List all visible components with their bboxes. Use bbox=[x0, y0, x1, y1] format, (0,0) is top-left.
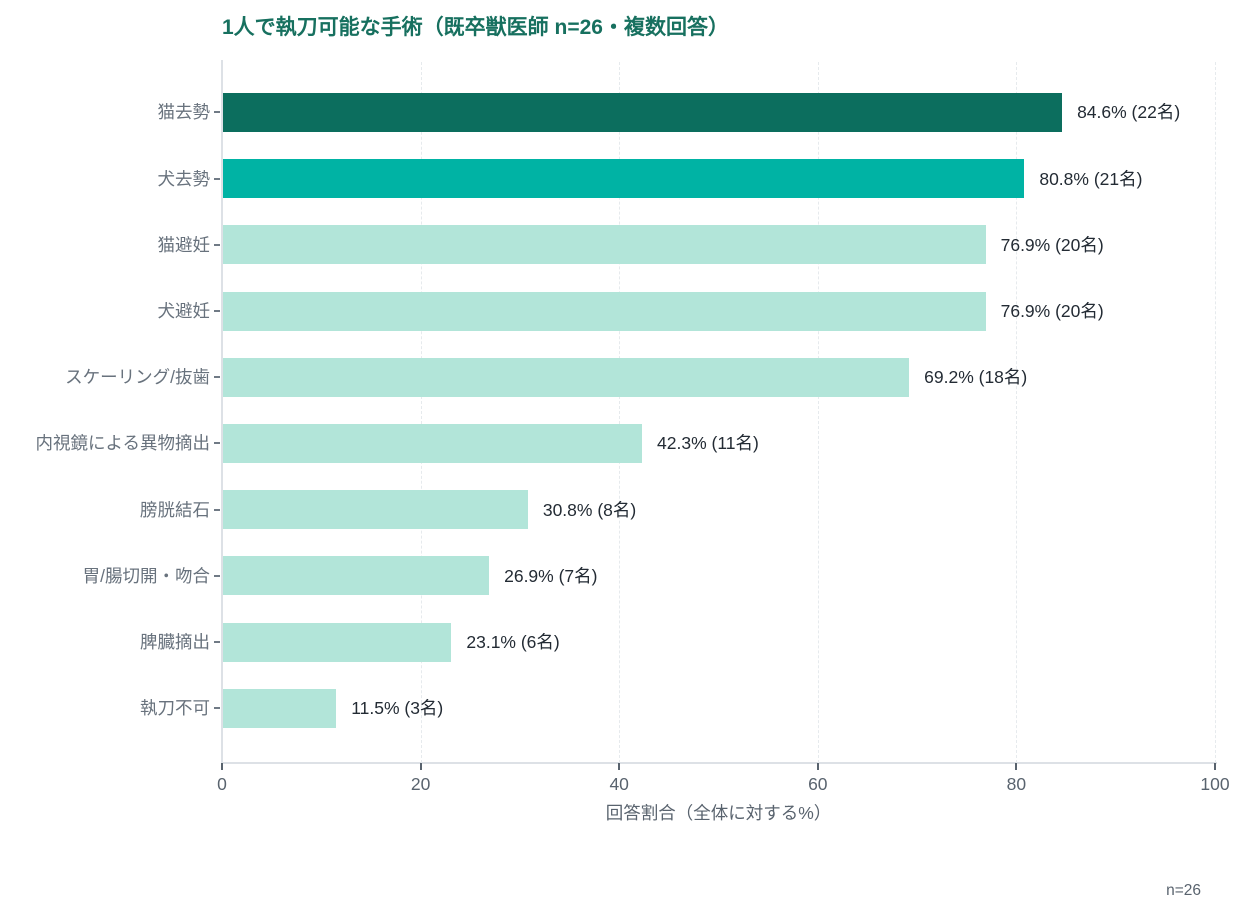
y-tick bbox=[214, 111, 220, 114]
x-axis-label: 回答割合（全体に対する%） bbox=[605, 803, 832, 823]
y-axis-spine bbox=[221, 60, 223, 763]
y-tick bbox=[214, 641, 220, 643]
bar bbox=[223, 490, 528, 530]
x-tick bbox=[1015, 763, 1018, 770]
x-tick bbox=[816, 763, 819, 770]
category-label: スケーリング/抜歯 bbox=[65, 367, 210, 388]
bar bbox=[223, 556, 490, 596]
category-label: 膀胱結石 bbox=[140, 499, 210, 520]
y-tick bbox=[214, 508, 220, 511]
x-tick bbox=[221, 763, 223, 770]
y-tick bbox=[214, 574, 220, 577]
y-tick bbox=[214, 376, 220, 379]
value-label: 26.9% (7名) bbox=[504, 565, 598, 586]
value-label: 84.6% (22名) bbox=[1077, 102, 1181, 123]
x-tick-label: 60 bbox=[808, 774, 828, 794]
y-tick bbox=[214, 177, 220, 180]
gridline bbox=[1215, 62, 1216, 763]
gridline bbox=[619, 62, 621, 763]
gridline bbox=[817, 62, 819, 763]
category-label: 胃/腸切開・吻合 bbox=[82, 565, 210, 586]
value-label: 23.1% (6名) bbox=[466, 632, 560, 652]
category-label: 内視鏡による異物摘出 bbox=[35, 433, 210, 454]
category-label: 猫去勢 bbox=[157, 102, 211, 123]
value-label: 76.9% (20名) bbox=[1000, 301, 1104, 321]
x-tick bbox=[618, 763, 621, 770]
y-tick bbox=[214, 243, 220, 246]
bar bbox=[223, 357, 910, 397]
y-tick bbox=[214, 442, 220, 445]
x-tick-label: 80 bbox=[1006, 774, 1027, 794]
category-label: 脾臓摘出 bbox=[140, 632, 210, 652]
y-tick bbox=[214, 310, 220, 312]
bar bbox=[223, 688, 337, 728]
bar bbox=[223, 225, 986, 265]
x-tick-label: 0 bbox=[217, 774, 227, 794]
value-label: 80.8% (21名) bbox=[1039, 168, 1143, 189]
category-label: 執刀不可 bbox=[140, 698, 210, 719]
gridline bbox=[420, 62, 422, 763]
x-tick-label: 40 bbox=[609, 774, 629, 794]
value-label: 69.2% (18名) bbox=[924, 367, 1028, 388]
bar bbox=[223, 423, 643, 463]
x-tick-label: 20 bbox=[410, 774, 431, 794]
x-axis-spine bbox=[221, 762, 1217, 764]
value-label: 42.3% (11名) bbox=[657, 433, 759, 454]
x-tick bbox=[1214, 763, 1216, 770]
value-label: 76.9% (20名) bbox=[1000, 234, 1104, 255]
x-tick-label: 100 bbox=[1200, 774, 1230, 794]
category-label: 犬避妊 bbox=[157, 301, 211, 321]
category-label: 犬去勢 bbox=[157, 168, 211, 189]
x-tick bbox=[419, 763, 422, 770]
bar bbox=[223, 92, 1063, 132]
y-tick bbox=[214, 707, 220, 710]
bar bbox=[223, 622, 452, 662]
value-label: 30.8% (8名) bbox=[542, 499, 637, 520]
bar bbox=[223, 291, 986, 331]
sample-size-note: n=26 bbox=[1166, 882, 1201, 899]
chart-title: 1人で執刀可能な手術（既卒獣医師 n=26・複数回答） bbox=[222, 16, 729, 39]
value-label: 11.5% (3名) bbox=[351, 698, 444, 719]
bar bbox=[223, 159, 1025, 199]
gridline bbox=[1016, 62, 1018, 763]
category-label: 猫避妊 bbox=[157, 234, 211, 255]
